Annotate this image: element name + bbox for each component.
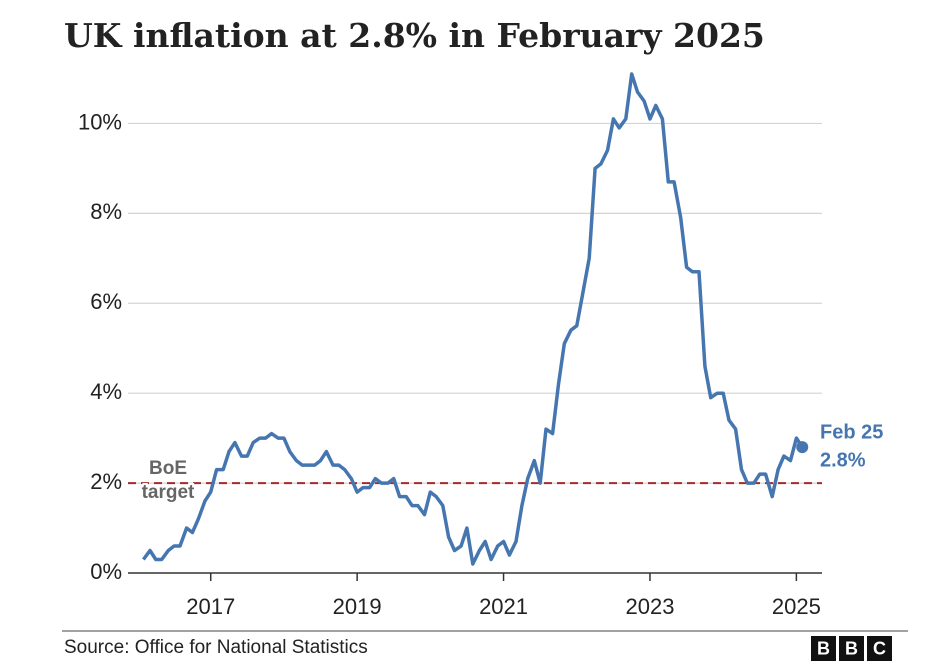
source: Source: Office for National Statistics bbox=[64, 637, 368, 658]
y-tick-label: 10% bbox=[78, 109, 122, 134]
x-tick-label: 2019 bbox=[333, 594, 382, 619]
x-tick-label: 2023 bbox=[625, 594, 674, 619]
logo-block bbox=[811, 636, 836, 661]
chart-title: UK inflation at 2.8% in February 2025 bbox=[64, 16, 765, 55]
x-tick-label: 2021 bbox=[479, 594, 528, 619]
logo-letter: B bbox=[817, 638, 830, 658]
logo-letter: C bbox=[873, 638, 886, 658]
end-label: 2.8% bbox=[820, 449, 866, 471]
logo-block bbox=[839, 636, 864, 661]
target-label: target bbox=[142, 482, 195, 503]
x-tick-label: 2017 bbox=[186, 594, 235, 619]
y-tick-label: 0% bbox=[90, 559, 122, 584]
end-point bbox=[796, 441, 809, 454]
line bbox=[141, 72, 804, 566]
logo-letter: B bbox=[845, 638, 858, 658]
y-tick-label: 4% bbox=[90, 379, 122, 404]
logo-block bbox=[867, 636, 892, 661]
target-label: BoE bbox=[149, 458, 187, 479]
y-tick-label: 2% bbox=[90, 469, 122, 494]
y-tick-label: 8% bbox=[90, 199, 122, 224]
y-tick-label: 6% bbox=[90, 289, 122, 314]
x-tick-label: 2025 bbox=[772, 594, 821, 619]
end-label: Feb 25 bbox=[820, 421, 883, 443]
